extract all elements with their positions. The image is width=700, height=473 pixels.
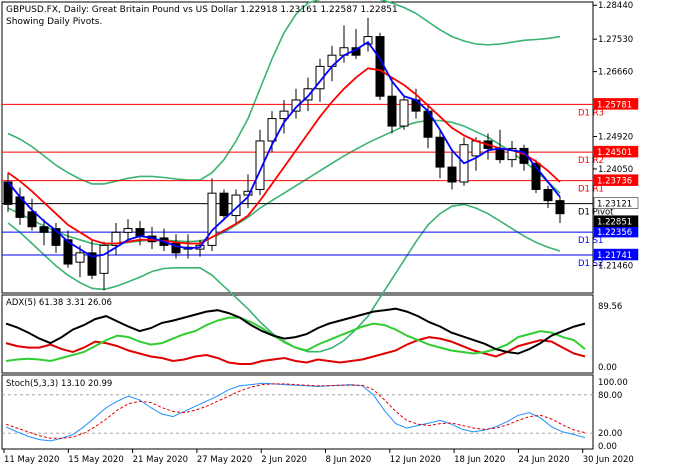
stoch-tick-label: 80.00 — [598, 391, 622, 401]
time-tick-label: 18 Jun 2020 — [454, 455, 505, 465]
candle-body — [543, 188, 553, 202]
candle-body — [27, 211, 37, 228]
pivot-label: D1 R1 — [578, 185, 604, 195]
candle-body — [219, 192, 229, 217]
candle-body — [435, 136, 445, 168]
price-tick-label: 1.28440 — [598, 1, 633, 11]
candle-body — [111, 231, 121, 246]
time-tick-label: 27 May 2020 — [197, 455, 252, 465]
candle-body — [399, 99, 409, 127]
pivot-label: D1 R2 — [578, 156, 604, 166]
candle-body — [39, 226, 49, 233]
candle-body — [375, 36, 385, 97]
candle-body — [135, 228, 145, 237]
chart-header-title: GBPUSD.FX, Daily: Great Britain Pound vs… — [6, 5, 398, 15]
current-price-tag-label: 1.22851 — [597, 218, 632, 228]
time-tick-label: 21 May 2020 — [133, 455, 188, 465]
time-tick-label: 8 Jun 2020 — [326, 455, 372, 465]
chart-header-subtitle: Showing Daily Pivots. — [6, 17, 102, 27]
pivot-label: D1 S2 — [578, 259, 603, 269]
adx-label: ADX(5) 61.38 3.31 26.06 — [6, 298, 112, 308]
price-tick-label: 1.24920 — [598, 132, 633, 142]
candle-body — [123, 228, 133, 233]
price-tick-label: 1.21460 — [598, 262, 633, 272]
price-tag-label: 1.25781 — [597, 100, 632, 110]
candle-body — [495, 147, 505, 161]
candle-body — [303, 88, 313, 101]
pivot-label: D1 Pivot — [578, 208, 614, 218]
candle-body — [3, 181, 13, 205]
candle-body — [267, 118, 277, 142]
price-tag-label: 1.23121 — [597, 200, 632, 210]
candle-body — [447, 166, 457, 183]
price-tag-bg — [593, 145, 639, 158]
stoch-tick-label: 100.00 — [598, 378, 628, 388]
candle-body — [255, 140, 265, 190]
candle-body — [207, 192, 217, 246]
bollinger-middle-line — [7, 119, 561, 247]
candle-body — [471, 140, 481, 157]
candle-body — [171, 243, 181, 254]
candle-body — [555, 200, 565, 215]
price-tick-label: 1.26660 — [598, 68, 633, 78]
candle-body — [279, 110, 289, 120]
price-tag-bg — [593, 98, 639, 110]
adx-plus-di-line — [5, 316, 586, 363]
stoch-label: Stoch(5,3,3) 13.10 20.99 — [6, 379, 112, 389]
adx-main-line — [5, 307, 586, 355]
adx-lines-layer: 89.56 0.00 — [5, 302, 622, 373]
candle-body — [99, 244, 109, 274]
stoch-signal-line — [5, 383, 586, 439]
price-tag-label: 1.21741 — [597, 251, 632, 261]
current-price-tag-bg — [593, 215, 639, 227]
stoch-panel[interactable] — [1, 374, 594, 450]
time-tick-label: 11 May 2020 — [4, 455, 59, 465]
candles-layer — [3, 17, 565, 291]
candle-body — [363, 36, 373, 45]
pivot-label: D1 S1 — [578, 236, 603, 246]
stoch-lines-layer: 100.00 80.00 20.00 0.00 — [2, 378, 628, 452]
adx-tick-label: 89.56 — [598, 302, 622, 312]
adx-panel[interactable] — [1, 294, 594, 374]
axis-layer: 1.28440 1.27530 1.26660 1.24920 1.24050 1.214… — [3, 1, 639, 465]
time-tick-label: 2 Jun 2020 — [261, 455, 307, 465]
stoch-tick-label: 20.00 — [598, 429, 622, 439]
price-tag-bg — [593, 174, 639, 186]
candle-body — [291, 99, 301, 112]
stoch-main-line — [5, 382, 586, 442]
price-tick-label: 1.27530 — [598, 35, 633, 45]
candle-body — [87, 252, 97, 276]
moving-average-blue-line — [7, 40, 561, 258]
candle-body — [75, 252, 85, 263]
main-price-panel[interactable] — [1, 1, 594, 294]
price-tag-bg — [593, 248, 639, 261]
price-tag-label: 1.23736 — [597, 177, 632, 187]
bollinger-lower-line — [7, 203, 561, 353]
adx-tick-label: 0.00 — [598, 363, 617, 373]
price-tick-label: 1.24050 — [598, 165, 633, 175]
price-tag-bg — [593, 197, 639, 209]
time-tick-label: 15 May 2020 — [68, 455, 123, 465]
candle-body — [507, 147, 517, 161]
moving-average-red-line — [7, 67, 561, 245]
bollinger-upper-line — [7, 0, 561, 185]
price-tag-label: 1.24501 — [597, 148, 632, 158]
candle-body — [387, 95, 397, 127]
candle-body — [531, 162, 541, 190]
time-tick-label: 12 Jun 2020 — [390, 455, 441, 465]
moving-averages-layer — [7, 40, 561, 258]
candle-body — [63, 239, 73, 265]
candle-body — [51, 228, 61, 246]
time-tick-label: 24 Jun 2020 — [518, 455, 569, 465]
time-tick-label: 30 Jun 2020 — [583, 455, 634, 465]
stoch-tick-label: 0.00 — [598, 442, 617, 452]
pivot-label: D1 R3 — [578, 108, 604, 118]
price-tag-label: 1.22356 — [597, 228, 632, 238]
